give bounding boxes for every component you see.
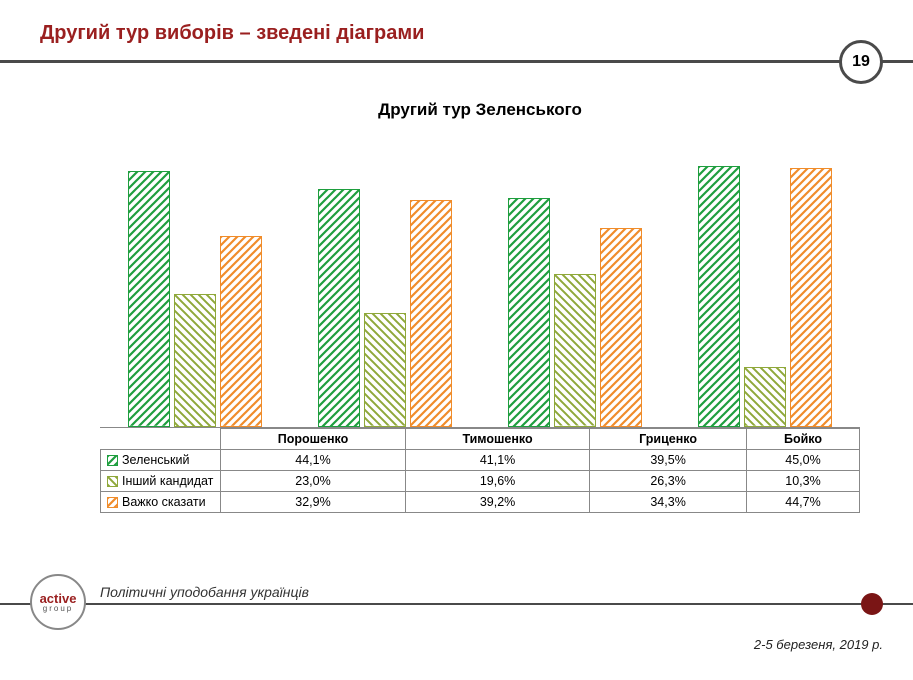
footer-dot-icon: [861, 593, 883, 615]
table-corner: [101, 429, 221, 450]
brand-logo: active group: [30, 574, 86, 630]
table-cell: 34,3%: [590, 492, 747, 513]
bar-group: [500, 198, 650, 427]
bar: [364, 313, 406, 427]
bar-group: [310, 189, 460, 427]
bar: [508, 198, 550, 427]
table-cell: 19,6%: [405, 471, 589, 492]
bar: [554, 274, 596, 427]
table-column-header: Гриценко: [590, 429, 747, 450]
series-label: Зеленський: [101, 450, 221, 471]
bar: [744, 367, 786, 427]
legend-swatch-icon: [107, 455, 118, 466]
table-column-header: Тимошенко: [405, 429, 589, 450]
table-cell: 26,3%: [590, 471, 747, 492]
table-cell: 44,7%: [747, 492, 860, 513]
table-header-row: ПорошенкоТимошенкоГриценкоБойко: [101, 429, 860, 450]
legend-swatch-icon: [107, 476, 118, 487]
table-cell: 32,9%: [221, 492, 406, 513]
header-divider: [0, 60, 913, 63]
table-cell: 39,2%: [405, 492, 589, 513]
table-column-header: Бойко: [747, 429, 860, 450]
table-row: Зеленський 44,1%41,1%39,5%45,0%: [101, 450, 860, 471]
table-row: Важко сказати 32,9%39,2%34,3%44,7%: [101, 492, 860, 513]
table-cell: 23,0%: [221, 471, 406, 492]
footer-subtitle: Політичні уподобання українців: [100, 584, 309, 600]
table-cell: 41,1%: [405, 450, 589, 471]
table-cell: 10,3%: [747, 471, 860, 492]
bar: [318, 189, 360, 427]
header: Другий тур виборів – зведені діаграми: [0, 0, 913, 53]
bar: [220, 236, 262, 427]
page-number-badge: 19: [839, 40, 883, 84]
bar: [128, 171, 170, 427]
bar: [174, 294, 216, 427]
chart-plot: [100, 138, 860, 428]
chart-title: Другий тур Зеленського: [100, 100, 860, 120]
bar-group: [120, 171, 270, 427]
series-name: Важко сказати: [122, 495, 206, 509]
brand-main: active: [40, 592, 77, 605]
chart-container: Другий тур Зеленського ПорошенкоТимошенк…: [100, 100, 860, 513]
bar: [698, 166, 740, 427]
page-number: 19: [852, 53, 870, 71]
footer-divider: [0, 603, 913, 605]
series-name: Зеленський: [122, 453, 189, 467]
legend-swatch-icon: [107, 497, 118, 508]
page-title: Другий тур виборів – зведені діаграми: [40, 22, 913, 45]
bar: [410, 200, 452, 427]
table-column-header: Порошенко: [221, 429, 406, 450]
table-cell: 39,5%: [590, 450, 747, 471]
series-label: Інший кандидат: [101, 471, 221, 492]
series-label: Важко сказати: [101, 492, 221, 513]
table-row: Інший кандидат 23,0%19,6%26,3%10,3%: [101, 471, 860, 492]
footer-date: 2-5 березеня, 2019 р.: [754, 637, 883, 652]
series-name: Інший кандидат: [122, 474, 213, 488]
data-table: ПорошенкоТимошенкоГриценкоБойкоЗеленськи…: [100, 428, 860, 513]
table-cell: 45,0%: [747, 450, 860, 471]
bar: [790, 168, 832, 427]
bar: [600, 228, 642, 427]
brand-sub: group: [43, 605, 73, 613]
table-cell: 44,1%: [221, 450, 406, 471]
bar-group: [690, 166, 840, 427]
